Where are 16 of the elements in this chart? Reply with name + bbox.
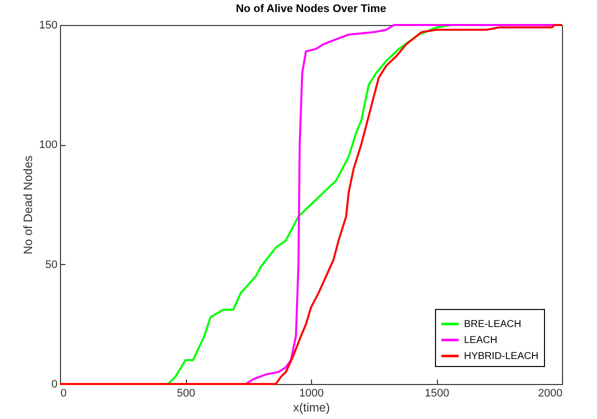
line-series [59,24,563,385]
legend-label: BRE-LEACH [464,319,522,330]
x-axis-title: x(time) [293,400,330,414]
legend-label: LEACH [464,335,498,346]
x-tick-label: 2000 [538,388,562,400]
chart-title: No of Alive Nodes Over Time [236,3,386,15]
x-tick-label: 0 [60,388,67,400]
y-tick-label: 150 [39,20,58,32]
y-tick-label: 0 [51,378,58,390]
y-axis-title: No of Dead Nodes [21,156,36,254]
legend-label: HYBRID-LEACH [464,351,538,362]
x-tick-label: 1000 [299,388,324,400]
x-tick-label: 1500 [424,388,450,400]
y-tick-label: 100 [39,139,58,152]
y-tick-label: 50 [45,258,58,271]
x-tick-label: 500 [176,388,196,400]
